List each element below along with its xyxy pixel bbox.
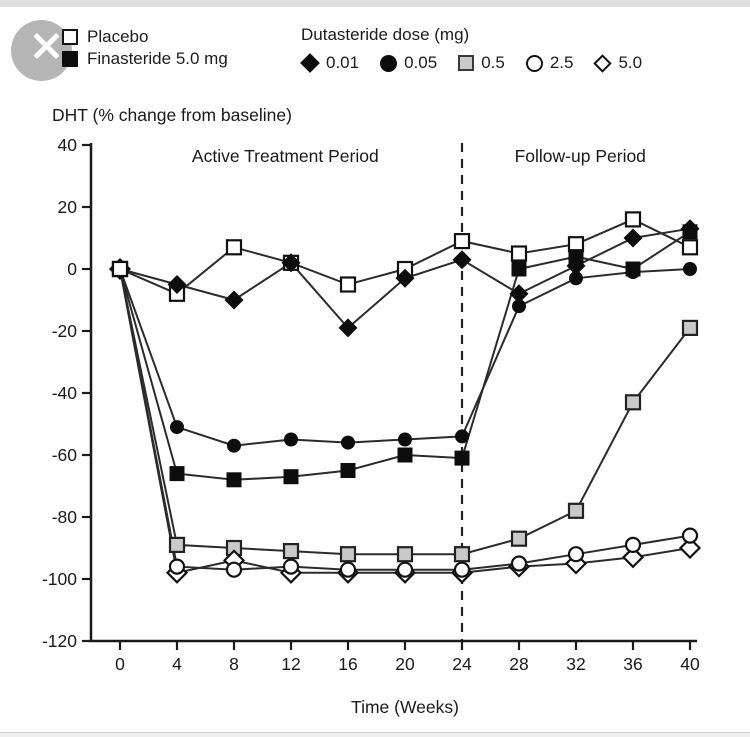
svg-text:36: 36 <box>623 654 642 674</box>
dose-row: 0.01 0.05 0.5 2.5 5.0 <box>300 51 643 75</box>
svg-text:-80: -80 <box>52 507 78 527</box>
open-circle-icon <box>525 54 543 72</box>
legend-dutasteride-group: Dutasteride dose (mg) 0.01 0.05 0.5 2.5 <box>300 24 643 75</box>
axis-labels: DHT (% change from baseline) Time (Weeks) <box>52 105 459 717</box>
legend-item-dose-50: 5.0 <box>593 53 643 73</box>
legend-item-dose-001: 0.01 <box>300 53 360 73</box>
svg-text:DHT (% change from baseline): DHT (% change from baseline) <box>52 105 292 125</box>
svg-text:0: 0 <box>115 654 125 674</box>
legend-item-dose-005: 0.05 <box>380 53 437 73</box>
dose-label: 5.0 <box>618 53 643 72</box>
markers-dutasteride-2-5-mg <box>111 260 699 578</box>
markers-dutasteride-0-05-mg <box>113 262 697 453</box>
gray-square-icon <box>458 55 475 71</box>
svg-text:-120: -120 <box>42 631 77 651</box>
period-annotations: Active Treatment Period Follow-up Period <box>192 146 646 166</box>
svg-text:Time (Weeks): Time (Weeks) <box>351 697 459 717</box>
svg-text:20: 20 <box>395 654 415 674</box>
dose-label: 0.01 <box>326 53 360 72</box>
dutasteride-dose-title: Dutasteride dose (mg) <box>301 25 470 44</box>
close-button[interactable] <box>11 20 72 81</box>
close-icon <box>31 31 61 61</box>
line-dutasteride-2-5-mg <box>119 268 691 571</box>
legend-label: Placebo <box>87 27 149 46</box>
legend-item-finasteride: Finasteride 5.0 mg <box>62 48 228 70</box>
svg-text:-100: -100 <box>42 569 77 589</box>
open-square-icon <box>62 29 78 45</box>
svg-text:0: 0 <box>67 259 77 279</box>
svg-text:Active Treatment Period: Active Treatment Period <box>192 146 379 166</box>
y-axis-ticks: 40 20 0 -20 -40 -60 -80 -100 -120 <box>42 135 91 651</box>
legend-item-dose-25: 2.5 <box>525 53 574 73</box>
svg-text:4: 4 <box>172 654 182 674</box>
svg-text:20: 20 <box>58 197 78 217</box>
markers-dutasteride-0-5-mg <box>111 260 699 563</box>
filled-square-icon <box>62 51 78 67</box>
legend-item-dose-05: 0.5 <box>458 53 505 73</box>
x-axis-ticks: 0 4 8 12 16 20 24 28 32 36 40 <box>115 641 700 674</box>
svg-text:-40: -40 <box>52 383 78 403</box>
svg-text:12: 12 <box>281 654 300 674</box>
legend-left-column: Placebo Finasteride 5.0 mg <box>62 26 228 70</box>
markers-dutasteride-0-01-mg <box>110 219 700 338</box>
line-dutasteride-0-05-mg <box>119 268 691 447</box>
filled-diamond-icon <box>300 53 320 73</box>
svg-text:32: 32 <box>566 654 585 674</box>
legend-label: Finasteride 5.0 mg <box>87 49 228 68</box>
svg-text:40: 40 <box>58 135 78 155</box>
dose-label: 0.05 <box>404 53 438 72</box>
dose-label: 0.5 <box>481 53 505 72</box>
svg-text:Follow-up Period: Follow-up Period <box>515 146 646 166</box>
svg-text:8: 8 <box>229 654 239 674</box>
line-dutasteride-0-5-mg <box>119 268 691 556</box>
open-diamond-icon <box>593 53 613 73</box>
svg-text:28: 28 <box>509 654 528 674</box>
series-markers <box>108 211 702 584</box>
svg-text:-60: -60 <box>52 445 78 465</box>
line-dutasteride-5-0-mg <box>119 268 691 574</box>
svg-text:24: 24 <box>452 654 472 674</box>
svg-text:-20: -20 <box>52 321 78 341</box>
legend-item-placebo: Placebo <box>62 26 228 48</box>
markers-dutasteride-5-0-mg <box>108 257 702 584</box>
bottom-bar <box>0 732 750 737</box>
dose-label: 2.5 <box>549 53 574 72</box>
svg-text:40: 40 <box>680 654 700 674</box>
filled-circle-icon <box>380 54 398 72</box>
svg-text:16: 16 <box>338 654 357 674</box>
top-bar <box>0 0 750 7</box>
